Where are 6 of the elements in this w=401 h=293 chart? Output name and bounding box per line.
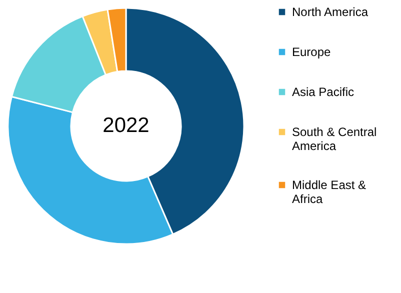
legend-label: North America	[292, 5, 368, 19]
legend-label: Asia Pacific	[292, 85, 354, 99]
legend-label: Middle East & Africa	[292, 178, 366, 206]
legend-label: Europe	[292, 45, 332, 59]
text: 2022	[102, 114, 150, 137]
legend-label: South & Central America	[292, 125, 377, 153]
